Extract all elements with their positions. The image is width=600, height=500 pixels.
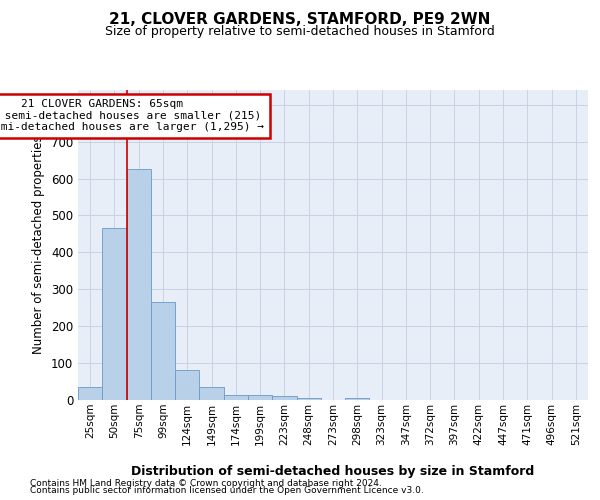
Text: Size of property relative to semi-detached houses in Stamford: Size of property relative to semi-detach… <box>105 25 495 38</box>
Bar <box>224 395 248 400</box>
Text: 21, CLOVER GARDENS, STAMFORD, PE9 2WN: 21, CLOVER GARDENS, STAMFORD, PE9 2WN <box>109 12 491 28</box>
Text: Contains HM Land Registry data © Crown copyright and database right 2024.: Contains HM Land Registry data © Crown c… <box>30 478 382 488</box>
Bar <box>127 170 151 400</box>
Bar <box>272 396 296 400</box>
Text: Distribution of semi-detached houses by size in Stamford: Distribution of semi-detached houses by … <box>131 464 535 477</box>
Text: Contains public sector information licensed under the Open Government Licence v3: Contains public sector information licen… <box>30 486 424 495</box>
Bar <box>199 387 224 400</box>
Bar <box>151 302 175 400</box>
Bar <box>175 370 199 400</box>
Bar <box>345 398 370 400</box>
Bar <box>296 398 321 400</box>
Y-axis label: Number of semi-detached properties: Number of semi-detached properties <box>32 136 46 354</box>
Bar <box>78 387 102 400</box>
Bar <box>102 228 127 400</box>
Bar <box>248 395 272 400</box>
Text: 21 CLOVER GARDENS: 65sqm
← 14% of semi-detached houses are smaller (215)
85% of : 21 CLOVER GARDENS: 65sqm ← 14% of semi-d… <box>0 99 264 132</box>
